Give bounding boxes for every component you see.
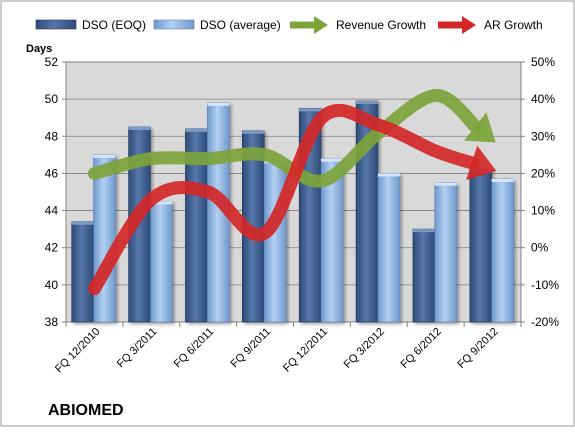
bar-dso-average- <box>150 200 173 323</box>
bar-cap <box>93 154 116 158</box>
left-tick-label: 50 <box>45 92 59 106</box>
bar-cap <box>356 101 378 104</box>
bar-dso-average- <box>263 160 287 323</box>
arrowhead-ar-growth <box>466 145 497 180</box>
bar-cap <box>207 102 230 106</box>
bar-cap <box>321 158 343 162</box>
bar-dso-eoq- <box>469 169 493 323</box>
left-tick-label: 42 <box>45 241 59 255</box>
right-tick-label: 20% <box>531 166 555 180</box>
bar-dso-average- <box>93 154 116 323</box>
bar-cap <box>377 173 400 177</box>
bar-cap <box>299 108 322 112</box>
bar-dso-average- <box>491 178 514 323</box>
left-tick-label: 38 <box>45 315 59 329</box>
bar-cap <box>150 201 173 205</box>
bar-cap <box>128 127 151 130</box>
bar-dso-eoq- <box>412 228 436 323</box>
right-tick-label: -10% <box>531 278 559 292</box>
bar-cap <box>71 221 94 225</box>
right-tick-label: 40% <box>531 92 555 106</box>
left-tick-label: 52 <box>45 55 59 69</box>
y-axis-label: Days <box>26 43 52 55</box>
right-tick-label: 0% <box>531 241 549 255</box>
line-ar-growth <box>87 103 480 296</box>
left-tick-label: 40 <box>45 278 59 292</box>
bar-dso-average- <box>434 182 458 323</box>
bar-cap <box>434 182 457 186</box>
left-tick-label: 48 <box>45 129 59 143</box>
bar-dso-eoq- <box>71 221 94 323</box>
company-name: ABIOMED <box>48 402 124 419</box>
legend-swatch-dso-average- <box>153 19 195 30</box>
bar-cap <box>412 229 435 233</box>
legend-label-dso-average-: DSO (average) <box>200 18 281 32</box>
right-tick-label: 10% <box>531 204 555 218</box>
legend-label-dso-eoq-: DSO (EOQ) <box>82 18 146 32</box>
legend-label-ar-growth: AR Growth <box>484 18 543 32</box>
left-tick-label: 46 <box>45 166 59 180</box>
legend-arrow-revenue-growth <box>314 16 328 34</box>
right-tick-label: 30% <box>531 129 555 143</box>
legend-swatch-dso-eoq- <box>35 19 77 30</box>
right-tick-label: 50% <box>531 55 555 69</box>
left-tick-label: 44 <box>45 204 59 218</box>
bar-dso-average- <box>377 173 401 323</box>
bar-cap <box>185 128 208 132</box>
right-tick-label: -20% <box>531 315 559 329</box>
legend-arrow-ar-growth <box>462 16 476 34</box>
arrowhead-revenue-growth <box>464 112 496 143</box>
legend-label-revenue-growth: Revenue Growth <box>336 18 426 32</box>
bar-cap <box>491 179 514 182</box>
bar-cap <box>242 130 265 134</box>
